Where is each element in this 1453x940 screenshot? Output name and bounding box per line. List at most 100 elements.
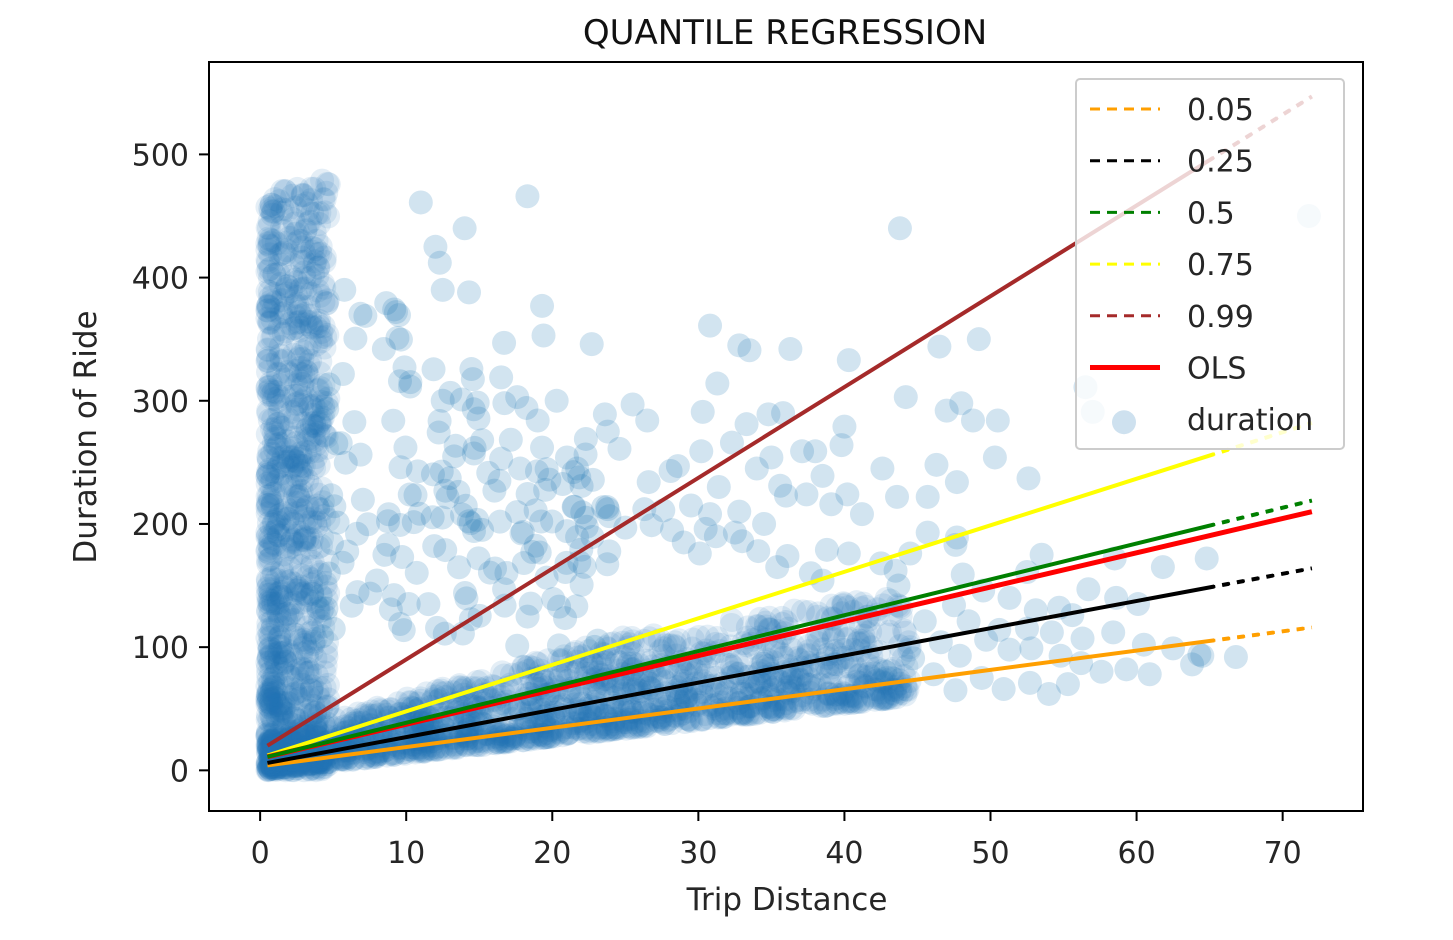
scatter-point [744,700,769,725]
scatter-point [279,472,304,497]
scatter-point [453,581,478,606]
scatter-point [706,475,731,500]
scatter-point [290,660,315,685]
scatter-point [275,449,300,474]
scatter-point [297,621,322,646]
scatter-point [274,437,299,462]
scatter-point [343,326,368,351]
scatter-point [442,725,467,750]
scatter-point [261,297,286,322]
scatter-point [280,445,305,470]
scatter-point [845,631,870,656]
scatter-point [300,581,325,606]
scatter-point [266,362,291,387]
scatter-point [982,445,1007,470]
x-tick-label: 0 [251,836,270,871]
scatter-point [256,398,281,423]
scatter-point [267,625,292,650]
scatter-point [256,617,281,642]
scatter-point [285,578,310,603]
scatter-point [747,669,772,694]
scatter-point [612,681,637,706]
scatter-point [256,633,281,658]
scatter-point [265,581,290,606]
scatter-point [724,649,749,674]
scatter-point [670,701,695,726]
scatter-point [255,375,280,400]
scatter-point [934,398,959,423]
scatter-point [290,339,315,364]
scatter-point [1190,643,1215,668]
scatter-point [414,681,439,706]
scatter-point [673,685,698,710]
scatter-point [275,675,300,700]
scatter-point [886,573,911,598]
scatter-point [256,327,281,352]
scatter-point [866,686,891,711]
scatter-point [657,633,682,658]
scatter-point [276,663,301,688]
scatter-point [804,626,829,651]
scatter-point [685,693,710,718]
scatter-point [268,343,293,368]
scatter-point [267,400,292,425]
scatter-point [620,641,645,666]
scatter-point [311,314,336,339]
scatter-point [262,510,287,535]
scatter-point [315,548,340,573]
scatter-point [426,420,451,445]
scatter-point [288,441,313,466]
scatter-point [761,697,786,722]
scatter-point [259,687,284,712]
scatter-point [304,228,329,253]
scatter-point [404,560,429,585]
scatter-point [280,688,305,713]
y-tick-label: 300 [132,385,189,420]
scatter-point [255,520,280,545]
scatter-point [255,692,280,717]
scatter-point [956,609,981,634]
scatter-point [291,636,316,661]
scatter-point [273,647,298,672]
scatter-point [695,656,720,681]
scatter-point [257,311,282,336]
scatter-point [465,390,490,415]
scatter-point [651,710,676,735]
scatter-point [1187,642,1212,667]
scatter-point [261,561,286,586]
scatter-point [300,201,325,226]
scatter-point [742,669,767,694]
scatter-point [283,501,308,526]
scatter-point [727,701,752,726]
scatter-point [1055,672,1080,697]
scatter-point [314,291,339,316]
scatter-point [283,221,308,246]
legend-label: 0.5 [1187,196,1235,231]
scatter-point [256,647,281,672]
scatter-point [1101,620,1126,645]
scatter-point [256,444,281,469]
scatter-point [316,561,341,586]
scatter-point [672,709,697,734]
scatter-point [273,518,298,543]
scatter-point [270,415,295,440]
scatter-point [747,700,772,725]
scatter-point [666,689,691,714]
scatter-point [449,387,474,412]
scatter-point [611,697,636,722]
scatter-point [455,724,480,749]
scatter-point [943,678,968,703]
scatter-point [878,658,903,683]
scatter-point [255,567,280,592]
scatter-point [306,411,331,436]
scatter-point [256,293,281,318]
scatter-point [527,540,552,565]
scatter-point [744,614,769,639]
scatter-point [416,592,441,617]
scatter-point [398,737,423,762]
scatter-point [293,301,318,326]
scatter-point [592,402,617,427]
scatter-point [267,189,292,214]
scatter-point [280,316,305,341]
scatter-point [289,656,314,681]
